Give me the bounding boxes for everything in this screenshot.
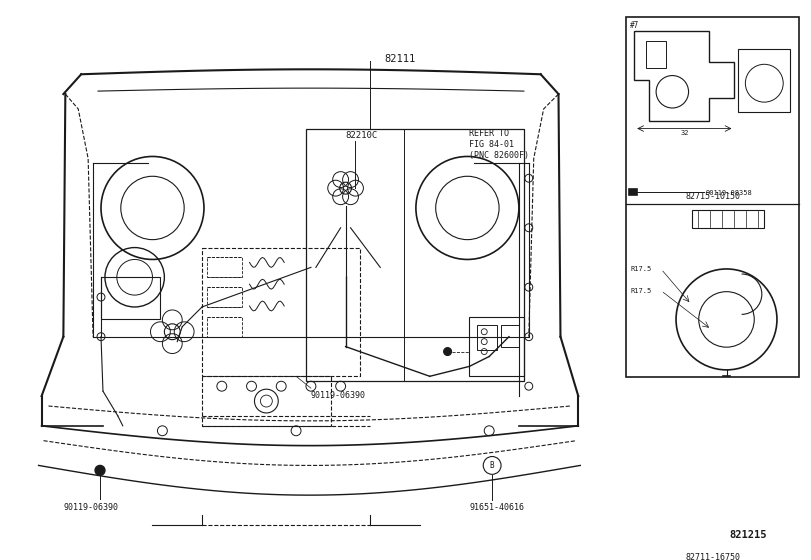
- Bar: [202, 248, 360, 376]
- Bar: [470, 317, 524, 376]
- Text: 82711-16750: 82711-16750: [685, 553, 740, 560]
- Bar: [207, 258, 242, 277]
- Text: 91651-40616: 91651-40616: [470, 503, 525, 512]
- Text: (PNC 82600F): (PNC 82600F): [470, 151, 530, 160]
- Bar: [207, 317, 242, 337]
- Text: 90119-06390: 90119-06390: [311, 391, 366, 400]
- Text: 32: 32: [680, 129, 689, 136]
- Text: 90119-06390: 90119-06390: [63, 503, 118, 512]
- Text: 82715-10150: 82715-10150: [685, 192, 740, 201]
- Text: R17.5: R17.5: [630, 288, 651, 293]
- Text: 821215: 821215: [729, 530, 766, 540]
- Bar: [646, 41, 667, 68]
- Text: 90119-08358: 90119-08358: [706, 190, 753, 196]
- Bar: [202, 376, 331, 426]
- Bar: [629, 189, 637, 195]
- Bar: [738, 49, 790, 111]
- Circle shape: [95, 465, 105, 475]
- Text: FIG 84-01: FIG 84-01: [470, 139, 514, 148]
- Text: B: B: [490, 461, 495, 470]
- Text: 82111: 82111: [384, 54, 416, 64]
- Bar: [501, 325, 519, 347]
- Text: 82210C: 82210C: [345, 130, 378, 139]
- Text: #7: #7: [630, 21, 640, 30]
- Bar: [207, 287, 242, 307]
- Bar: [478, 325, 497, 349]
- Bar: [692, 210, 765, 228]
- Bar: [306, 129, 524, 381]
- Circle shape: [444, 348, 452, 356]
- Bar: [101, 277, 161, 319]
- Bar: [626, 17, 799, 377]
- Text: REFER TO: REFER TO: [470, 129, 509, 138]
- Text: R17.5: R17.5: [630, 266, 651, 272]
